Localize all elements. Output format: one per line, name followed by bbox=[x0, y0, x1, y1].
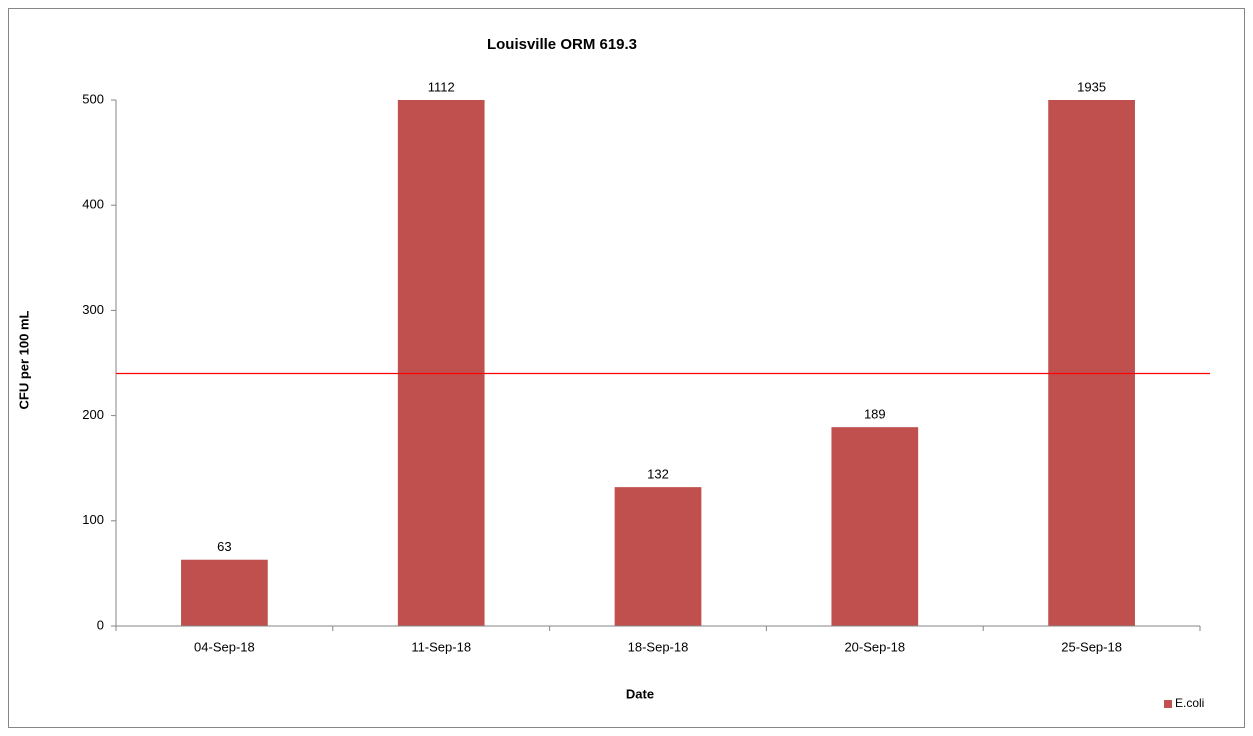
x-tick-label: 25-Sep-18 bbox=[1061, 639, 1122, 654]
x-axis-label: Date bbox=[626, 686, 654, 701]
bar bbox=[397, 100, 485, 626]
x-tick-label: 04-Sep-18 bbox=[194, 639, 255, 654]
legend-swatch bbox=[1164, 700, 1172, 708]
y-tick-label: 500 bbox=[82, 91, 104, 106]
bar bbox=[614, 487, 702, 626]
data-label: 189 bbox=[864, 407, 886, 422]
bar bbox=[181, 559, 268, 626]
y-tick-label: 200 bbox=[82, 407, 104, 422]
legend-label: E.coli bbox=[1175, 696, 1204, 710]
bar bbox=[831, 427, 919, 626]
data-label: 63 bbox=[217, 539, 231, 554]
x-tick-label: 18-Sep-18 bbox=[628, 639, 689, 654]
y-tick-label: 400 bbox=[82, 197, 104, 212]
x-tick-label: 11-Sep-18 bbox=[411, 639, 471, 654]
y-tick-label: 300 bbox=[82, 302, 104, 317]
data-label: 1935 bbox=[1077, 79, 1106, 94]
y-axis-label: CFU per 100 mL bbox=[16, 310, 31, 409]
data-label: 132 bbox=[647, 467, 669, 482]
y-tick-label: 100 bbox=[82, 512, 104, 527]
chart-title: Louisville ORM 619.3 bbox=[487, 36, 637, 53]
plot-area bbox=[181, 100, 1135, 626]
data-label: 1112 bbox=[428, 79, 455, 94]
bar bbox=[1048, 100, 1135, 626]
x-tick-label: 20-Sep-18 bbox=[844, 639, 905, 654]
y-tick-label: 0 bbox=[97, 617, 104, 632]
